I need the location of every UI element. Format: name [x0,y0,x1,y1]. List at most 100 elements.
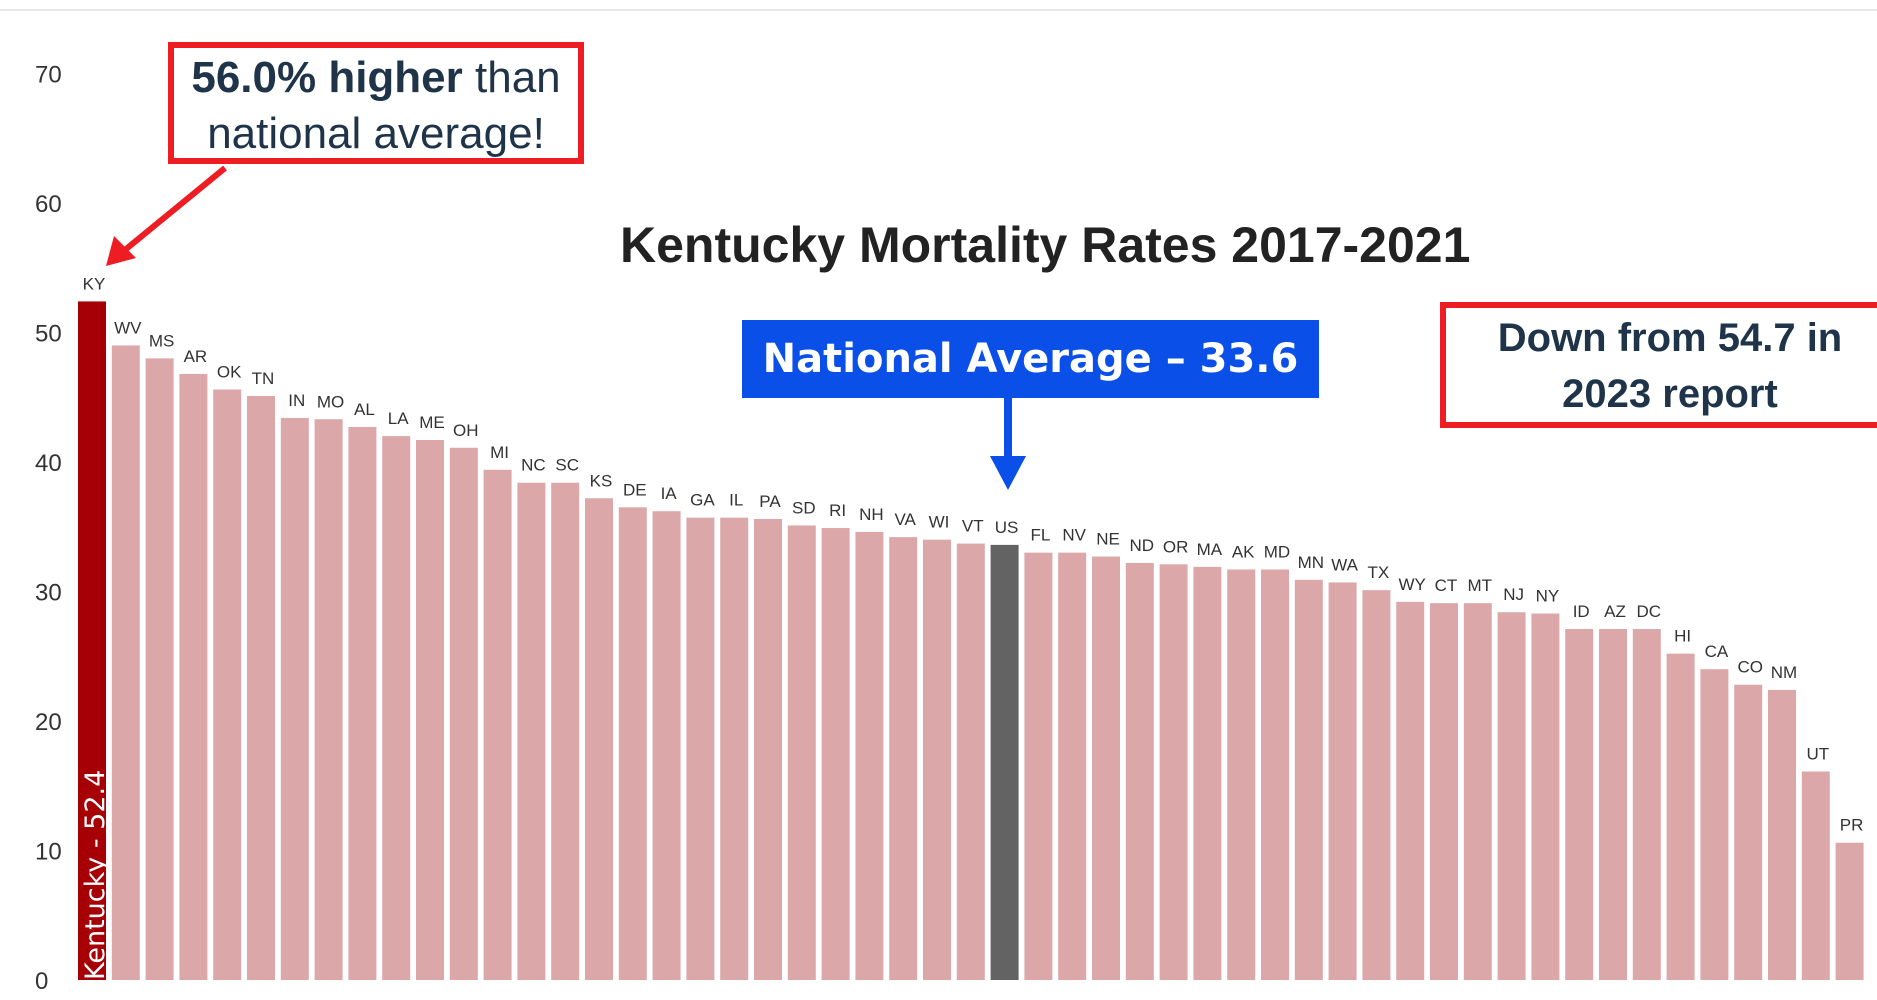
bar-az [1599,629,1627,980]
bar-mt [1463,603,1492,980]
y-tick-label: 50 [35,321,62,348]
bar-fl [1024,552,1053,980]
bar-sd [787,525,816,980]
bar-label-ky: KY [83,274,106,293]
bar-label-in: IN [288,391,305,410]
bar-label-nd: ND [1130,536,1155,555]
bar-mi [483,469,512,980]
y-tick-label: 70 [35,62,62,89]
bar-label-dc: DC [1637,602,1662,621]
bar-ma [1193,566,1222,980]
bar-label-sd: SD [792,498,816,517]
blue-arrow-head [990,456,1026,490]
bar-label-de: DE [623,480,647,499]
bar-label-ct: CT [1435,576,1458,595]
bar-ut [1801,771,1830,980]
bar-label-il: IL [729,491,743,510]
bar-il [720,517,749,980]
down-callout-line1: Down from 54.7 in [1497,316,1843,360]
bar-label-ak: AK [1232,542,1255,561]
bar-hi [1666,653,1695,980]
red-arrow-head [106,236,136,266]
bar-label-ma: MA [1197,540,1223,559]
down-from-previous-callout: Down from 54.7 in 2023 report [1440,302,1877,428]
bar-label-nm: NM [1771,663,1797,682]
bar-label-ut: UT [1806,745,1829,764]
bar-label-mn: MN [1298,553,1324,572]
bar-md [1261,569,1289,980]
bar-co [1734,684,1763,980]
bar-label-pa: PA [759,492,781,511]
y-tick-label: 40 [35,450,62,477]
bar-tn [247,395,275,981]
bar-ar [179,373,208,980]
bar-label-fl: FL [1030,526,1050,545]
y-tick-label: 20 [35,709,62,736]
higher-than-average-callout: 56.0% higher than national average! [168,42,584,164]
bar-wv [111,345,140,980]
bar-ia [652,511,681,980]
bar-me [416,439,444,980]
bar-label-wv: WV [114,318,142,337]
bar-label-ny: NY [1536,587,1560,606]
bar-label-mo: MO [317,392,344,411]
bar-nm [1768,689,1796,980]
callout-text-rest: than [462,53,561,102]
bar-label-az: AZ [1604,602,1626,621]
bar-label-vt: VT [962,517,984,536]
bar-label-md: MD [1264,542,1290,561]
bar-label-ia: IA [661,484,678,503]
chart-title: Kentucky Mortality Rates 2017-2021 [620,217,1471,273]
bar-label-ne: NE [1096,530,1120,549]
down-callout-line2: 2023 report [1562,372,1778,416]
bar-ok [213,389,242,981]
bar-in [280,417,309,981]
y-tick-label: 30 [35,580,62,607]
bar-label-nv: NV [1062,526,1086,545]
bar-al [348,427,377,980]
bar-pr [1835,842,1864,980]
bar-label-wi: WI [929,513,950,532]
callout-bold-text: 56.0% higher [191,53,463,102]
bar-id [1565,629,1594,980]
bar-tx [1362,590,1391,980]
bar-label-ar: AR [184,347,208,366]
bar-ky [78,301,106,980]
bar-or [1159,564,1188,980]
callout-text-line2: national average! [207,109,545,158]
bar-label-ga: GA [690,491,715,510]
bar-wi [923,539,951,980]
bar-label-ok: OK [217,362,242,381]
national-average-label: National Average – 33.6 [742,320,1319,398]
bar-ga [686,517,715,980]
blue-arrow-shaft [1004,398,1012,458]
bar-label-nj: NJ [1503,585,1524,604]
bar-label-mi: MI [490,443,509,462]
bar-label-id: ID [1573,602,1590,621]
bar-nc [517,482,546,980]
bar-ct [1430,603,1458,980]
bar-nv [1058,552,1087,980]
bar-nd [1125,563,1154,980]
bar-oh [449,447,478,980]
bar-label-ks: KS [590,471,613,490]
bar-nh [855,531,884,980]
bar-nj [1497,612,1526,980]
bar-label-mt: MT [1468,576,1493,595]
bar-label-ri: RI [829,501,846,520]
bar-la [382,436,411,981]
bar-label-pr: PR [1840,816,1864,835]
y-tick-label: 60 [35,191,62,218]
bar-label-sc: SC [555,456,579,475]
bar-ca [1700,669,1729,980]
bar-ks [585,498,613,980]
bar-label-va: VA [894,510,916,529]
y-tick-label: 10 [35,839,62,866]
bar-label-co: CO [1737,658,1763,677]
y-tick-label: 0 [35,968,48,995]
bar-mo [314,419,343,980]
bar-label-oh: OH [453,421,479,440]
bar-mn [1294,579,1323,980]
bar-label-nc: NC [521,456,546,475]
